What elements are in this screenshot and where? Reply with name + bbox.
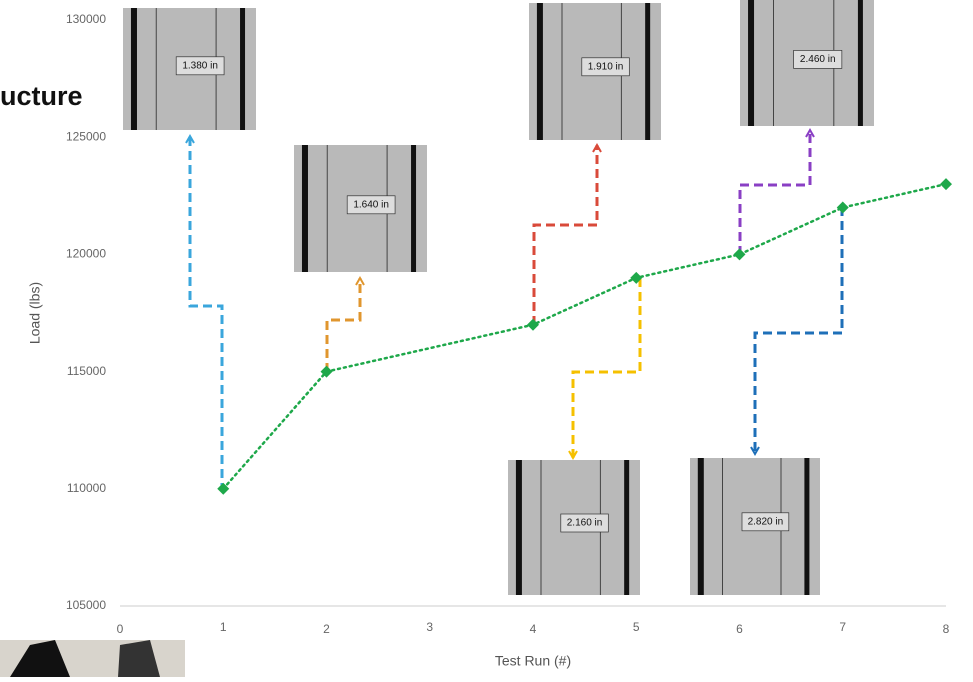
crack-image: 1.640 in xyxy=(294,145,427,272)
photo-fragment xyxy=(0,640,185,677)
y-tick-label: 120000 xyxy=(66,247,106,261)
annotation: 1.640 in xyxy=(353,199,389,210)
annotation: 2.820 in xyxy=(748,516,784,527)
connector-arrow xyxy=(534,145,597,325)
x-tick-label: 1 xyxy=(220,620,227,634)
connector-arrow xyxy=(740,130,810,255)
crack-image: 2.820 in xyxy=(690,458,820,595)
crack-image: 2.460 in xyxy=(740,0,874,126)
annotation: 1.380 in xyxy=(182,60,218,71)
x-tick-label: 3 xyxy=(426,620,433,634)
x-axis-label: Test Run (#) xyxy=(495,653,571,669)
connector-arrow xyxy=(573,278,640,458)
connector-arrow xyxy=(190,136,224,490)
y-tick-label: 105000 xyxy=(66,598,106,612)
image-line xyxy=(858,0,863,126)
image-line xyxy=(302,145,308,272)
crack-image: 2.160 in xyxy=(508,460,640,595)
connector-arrow xyxy=(327,278,360,372)
image-line xyxy=(645,3,650,140)
x-tick-label: 8 xyxy=(943,622,950,636)
x-tick-label: 5 xyxy=(633,620,640,634)
image-line xyxy=(698,458,704,595)
x-tick-label: 6 xyxy=(736,622,743,636)
data-point xyxy=(734,248,746,260)
image-line xyxy=(240,8,245,130)
y-axis-label: Load (lbs) xyxy=(27,282,43,344)
x-tick-label: 4 xyxy=(530,622,537,636)
annotation: 2.160 in xyxy=(567,518,603,529)
data-point xyxy=(940,178,952,190)
image-line xyxy=(804,458,809,595)
image-line xyxy=(537,3,543,140)
crack-image: 1.380 in xyxy=(123,8,256,130)
annotation: 1.910 in xyxy=(588,61,624,72)
connector-arrow xyxy=(755,207,842,454)
image-line xyxy=(131,8,137,130)
x-tick-label: 7 xyxy=(839,620,846,634)
x-tick-label: 2 xyxy=(323,622,330,636)
annotation: 2.460 in xyxy=(800,54,836,65)
y-tick-label: 125000 xyxy=(66,129,106,143)
data-point xyxy=(527,319,539,331)
image-line xyxy=(516,460,522,595)
y-tick-label: 110000 xyxy=(67,481,106,495)
x-tick-label: 0 xyxy=(117,622,124,636)
y-tick-label: 115000 xyxy=(67,364,106,378)
crack-image: 1.910 in xyxy=(529,3,661,140)
data-point xyxy=(837,202,849,214)
chart: ucture Load (lbs) Test Run (#) 105000 110… xyxy=(0,0,973,677)
image-line xyxy=(748,0,754,126)
image-line xyxy=(411,145,416,272)
chart-title: ucture xyxy=(0,81,83,111)
arrow-head xyxy=(356,278,364,285)
image-line xyxy=(624,460,629,595)
y-tick-label: 130000 xyxy=(66,12,106,26)
